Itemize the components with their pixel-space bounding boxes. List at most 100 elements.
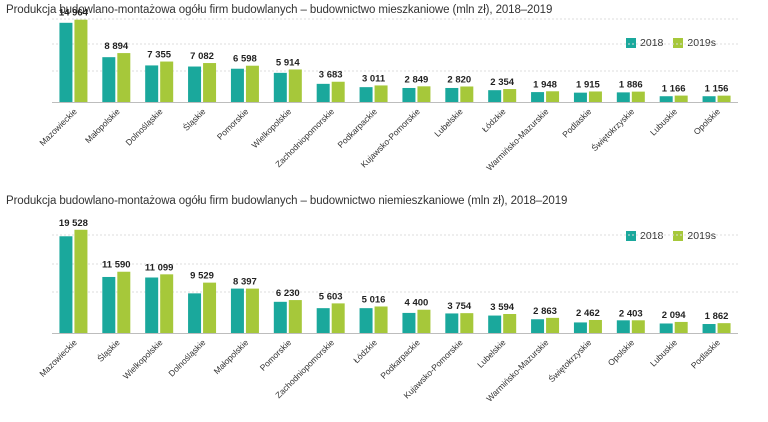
bar-2019s: [74, 229, 88, 333]
legend-swatch-2019s: [673, 231, 684, 241]
bar-2019s: [203, 63, 217, 102]
bar-2018: [188, 66, 202, 102]
legend-label: 2018: [640, 230, 664, 242]
data-label: 2 820: [447, 74, 471, 85]
bar-2019s: [331, 303, 345, 333]
data-label: 8 894: [104, 41, 128, 52]
data-label: 2 863: [533, 306, 557, 317]
bar-2019s: [331, 81, 345, 102]
legend-label: 2018: [640, 37, 664, 49]
bar-2019s: [417, 309, 431, 333]
category-label: Opolskie: [692, 106, 723, 137]
bar-2019s: [717, 323, 731, 333]
category-label: Lubuskie: [648, 106, 679, 137]
bar-2019s: [160, 61, 174, 102]
bar-2019s: [588, 91, 602, 102]
chart-plot: 19 528 Mazowieckie 11 590 Śląskie 11 099 Wiel…: [37, 218, 738, 404]
bar-2019s: [588, 319, 602, 333]
data-label: 6 598: [233, 54, 257, 65]
data-label: 5 016: [362, 294, 386, 305]
data-label: 2 462: [576, 308, 600, 319]
bar-2019s: [203, 282, 217, 333]
bar-2019s: [674, 321, 688, 333]
category-label: Pomorskie: [215, 106, 251, 142]
data-label: 1 886: [619, 80, 643, 91]
category-label: Łódzkie: [351, 337, 379, 365]
category-label: Dolnośląskie: [166, 337, 207, 378]
bar-2018: [531, 319, 545, 333]
data-label: 3 683: [319, 70, 343, 81]
bar-2018: [359, 308, 373, 333]
category-label: Śląskie: [180, 105, 207, 132]
category-label: Łódzkie: [480, 106, 508, 134]
data-label: 1 948: [533, 79, 557, 90]
legend-item-2019s: 2019s: [673, 230, 716, 242]
bar-2018: [445, 87, 459, 102]
data-label: 5 603: [319, 291, 343, 302]
bar-2018: [59, 22, 73, 102]
data-label: 8 397: [233, 277, 257, 288]
bar-2018: [145, 65, 159, 102]
bar-2018: [616, 92, 630, 102]
bar-2018: [359, 87, 373, 102]
category-label: Mazowieckie: [37, 106, 79, 148]
bar-2018: [59, 236, 73, 333]
chart-title: Produkcja budowlano-montażowa ogółu firm…: [6, 4, 553, 16]
bar-2019s: [245, 288, 259, 333]
category-label: Podkarpackie: [378, 337, 422, 381]
bar-2018: [445, 313, 459, 333]
bar-2018: [573, 322, 587, 333]
data-label: 1 156: [705, 84, 729, 95]
bar-2019s: [374, 85, 388, 102]
bar-2018: [316, 308, 330, 333]
bar-2018: [702, 324, 716, 333]
data-label: 6 230: [276, 288, 300, 299]
bar-2018: [702, 96, 716, 102]
bar-2018: [102, 57, 116, 102]
data-label: 7 355: [147, 50, 171, 61]
bar-2018: [316, 83, 330, 102]
data-label: 2 849: [405, 74, 429, 85]
category-label: Podlaskie: [689, 337, 722, 370]
bar-2018: [488, 90, 502, 102]
bar-2019s: [674, 95, 688, 102]
category-label: Lubelskie: [432, 106, 465, 139]
data-label: 3 011: [362, 73, 386, 84]
data-label: 2 403: [619, 308, 643, 319]
data-label: 3 594: [490, 302, 514, 313]
data-label: 4 400: [405, 298, 429, 309]
bar-2019s: [245, 65, 259, 102]
bar-2019s: [631, 320, 645, 333]
bar-2019s: [288, 69, 302, 102]
bar-2019s: [160, 274, 174, 333]
bar-2019s: [546, 317, 560, 333]
legend-swatch-2019s: [673, 38, 684, 48]
category-label: Lubelskie: [475, 337, 508, 370]
bar-2019s: [374, 306, 388, 333]
bar-2019s: [417, 86, 431, 102]
bar-2018: [188, 293, 202, 333]
chart-legend: 2018 2019s: [626, 230, 726, 242]
bar-2018: [273, 301, 287, 333]
legend-item-2018: 2018: [626, 230, 663, 242]
data-label: 11 590: [102, 260, 131, 271]
category-label: Wielkopolskie: [249, 106, 293, 150]
bar-2018: [488, 315, 502, 333]
category-label: Śląskie: [95, 336, 122, 363]
chart-title: Produkcja budowlano-montażowa ogółu firm…: [6, 195, 568, 207]
category-label: Świętokrzyskie: [589, 105, 637, 153]
category-label: Lubuskie: [648, 337, 679, 368]
bar-2018: [402, 87, 416, 102]
category-label: Opolskie: [606, 337, 637, 368]
chart-legend: 2018 2019s: [626, 37, 726, 49]
data-label: 5 914: [276, 57, 300, 68]
data-label: 2 354: [490, 77, 514, 88]
legend-swatch-2018: [626, 231, 637, 241]
data-label: 1 915: [576, 79, 600, 90]
category-label: Mazowieckie: [37, 337, 79, 379]
data-label: 19 528: [59, 218, 88, 229]
category-label: Dolnośląskie: [123, 106, 164, 147]
legend-label: 2019s: [687, 230, 716, 242]
bar-2018: [230, 68, 244, 102]
bar-2019s: [503, 314, 517, 333]
